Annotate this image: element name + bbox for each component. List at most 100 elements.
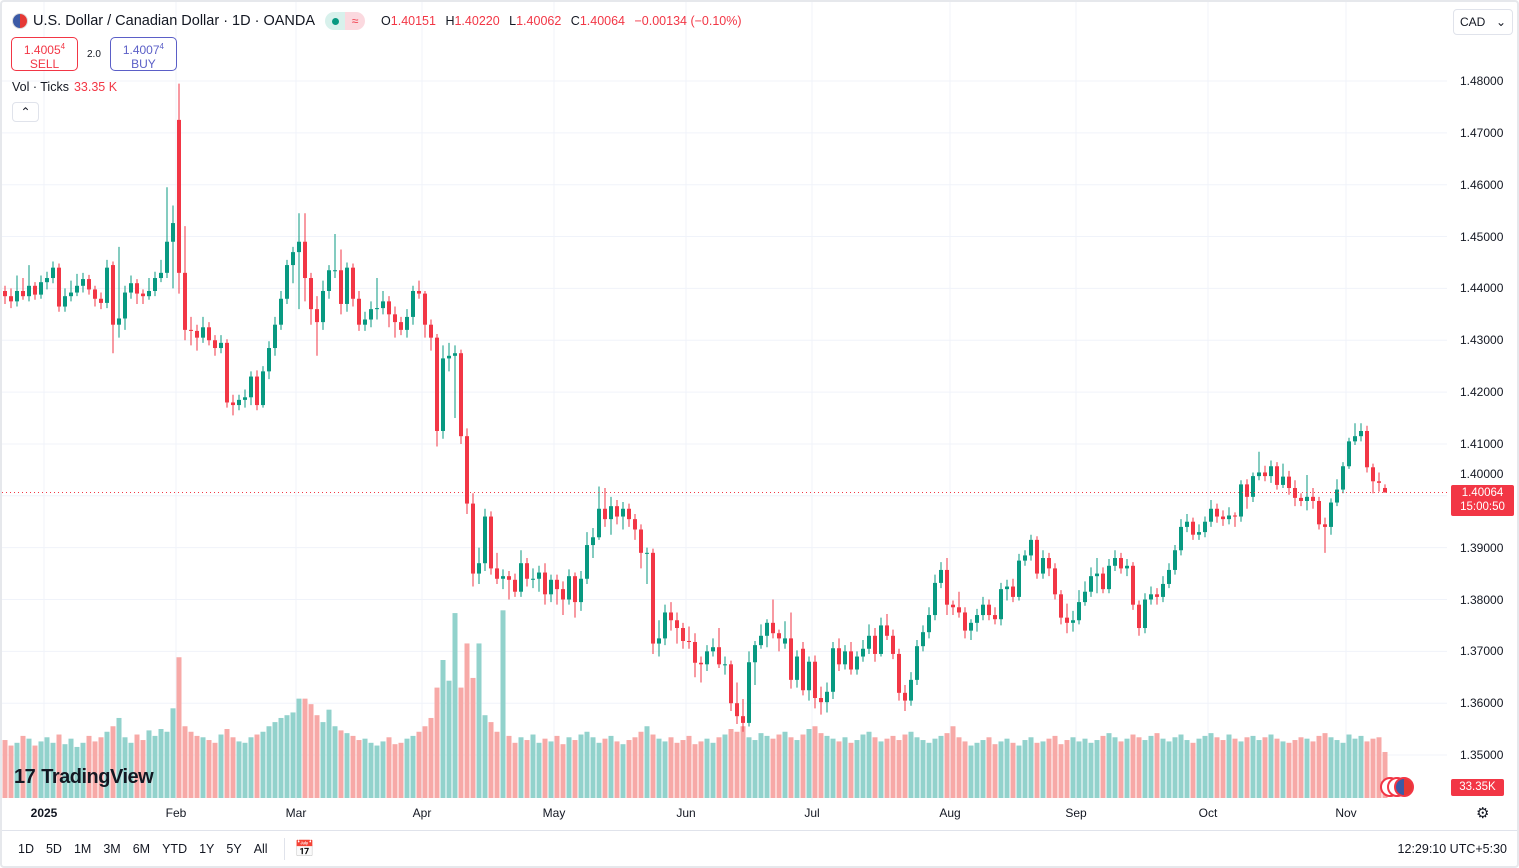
volume-bar [188, 731, 194, 798]
volume-bar [1322, 733, 1328, 798]
candle-body [519, 563, 523, 592]
range-1d[interactable]: 1D [18, 841, 34, 856]
range-1y[interactable]: 1Y [199, 841, 215, 856]
candle-body [717, 647, 721, 665]
volume-bar [1220, 740, 1226, 798]
ohlc-values: O1.40151 H1.40220 L1.40062 C1.40064 −0.0… [375, 14, 741, 28]
volume-bar [920, 740, 926, 798]
volume-bar [806, 729, 812, 798]
go-to-date-calendar-icon[interactable]: 📅 [294, 840, 315, 858]
candle-body [501, 576, 505, 579]
candle-body [153, 278, 157, 291]
volume-bar [668, 737, 674, 798]
volume-bar [494, 731, 500, 798]
price-axis-label: 1.47000 [1460, 125, 1504, 140]
volume-bar [1238, 741, 1244, 798]
volume-bar [572, 740, 578, 798]
divider [283, 837, 285, 860]
range-all[interactable]: All [253, 841, 268, 856]
candle-body [1173, 550, 1177, 570]
last-price: 1.40064 [1461, 487, 1504, 499]
candle-body [1287, 476, 1291, 489]
volume-bar [644, 726, 650, 798]
volume-bar [1100, 735, 1106, 798]
volume-bar [500, 610, 506, 798]
candle-body [345, 267, 349, 304]
candle-body [111, 265, 115, 325]
candle-body [1221, 516, 1225, 520]
volume-bar [1178, 734, 1184, 798]
range-5y[interactable]: 5Y [226, 841, 242, 856]
collapse-legend-button[interactable]: ⌃ [12, 102, 39, 122]
candle-body [999, 589, 1003, 620]
volume-bar [176, 657, 182, 798]
candle-body [813, 661, 817, 699]
buy-button[interactable]: 1.40074 BUY [109, 37, 177, 71]
volume-bar [674, 742, 680, 798]
candle-body [1011, 586, 1015, 597]
candle-body [651, 552, 655, 644]
range-3m[interactable]: 3M [103, 841, 121, 856]
candle-body [1083, 591, 1087, 603]
volume-bar [812, 726, 818, 798]
sell-label: SELL [29, 57, 60, 71]
candle-body [93, 289, 97, 299]
price-axis-label: 1.38000 [1460, 592, 1504, 607]
range-6m[interactable]: 6M [132, 841, 151, 856]
tradingview-logo[interactable]: 17 TradingView [14, 766, 154, 789]
spread-value: 2.0 [87, 48, 101, 60]
time-axis-label: Jul [804, 806, 820, 820]
volume-bar [146, 730, 152, 798]
volume-bar [1130, 734, 1136, 798]
candle-body [453, 353, 457, 356]
clock-timezone[interactable]: 12:29:10 UTC+5:30 [1397, 841, 1507, 856]
volume-bar [1226, 734, 1232, 798]
volume-bar [1346, 734, 1352, 798]
currency-select[interactable]: CAD ⌄ [1453, 9, 1513, 35]
candle-body [429, 324, 433, 338]
range-1m[interactable]: 1M [73, 841, 92, 856]
volume-bar [872, 737, 878, 798]
candlestick-chart[interactable] [2, 2, 1447, 800]
volume-bar [530, 734, 536, 798]
volume-bar [686, 735, 692, 798]
volume-bar [236, 741, 242, 798]
volume-bar [1016, 745, 1022, 798]
change-value: −0.00134 (−0.10%) [634, 14, 742, 28]
candle-body [663, 612, 667, 639]
candle-body [459, 353, 463, 437]
volume-bar [32, 745, 38, 798]
volume-bar [1274, 738, 1280, 798]
volume-bar [590, 737, 596, 798]
candle-body [1317, 500, 1321, 525]
volume-bar [1148, 735, 1154, 798]
volume-bar [800, 734, 806, 798]
candle-body [945, 569, 949, 605]
volume-bar [710, 742, 716, 798]
symbol-title[interactable]: U.S. Dollar / Canadian Dollar · 1D · OAN… [33, 13, 316, 29]
volume-bar [554, 735, 560, 798]
open-value: 1.40151 [390, 14, 436, 28]
volume-bar [470, 677, 476, 798]
close-value: 1.40064 [579, 14, 625, 28]
status-badges[interactable]: ≈ [325, 12, 366, 30]
volume-bar [614, 741, 620, 798]
volume-bar [1268, 734, 1274, 798]
volume-bar [272, 722, 278, 798]
volume-bar [38, 741, 44, 798]
candle-body [1041, 558, 1045, 574]
volume-bar [692, 744, 698, 798]
range-ytd[interactable]: YTD [162, 841, 188, 856]
volume-bar [770, 738, 776, 798]
settings-gear-icon[interactable]: ⚙ [1476, 805, 1490, 822]
volume-bar [566, 737, 572, 798]
chevron-down-icon: ⌄ [1495, 15, 1506, 29]
candle-body [783, 638, 787, 644]
candle-body [1161, 583, 1165, 597]
sell-button[interactable]: 1.40054 SELL [11, 37, 78, 71]
volume-bar [110, 726, 116, 798]
candle-body [957, 607, 961, 613]
candle-body [483, 516, 487, 564]
volume-bar [14, 742, 20, 798]
range-5d[interactable]: 5D [45, 841, 62, 856]
